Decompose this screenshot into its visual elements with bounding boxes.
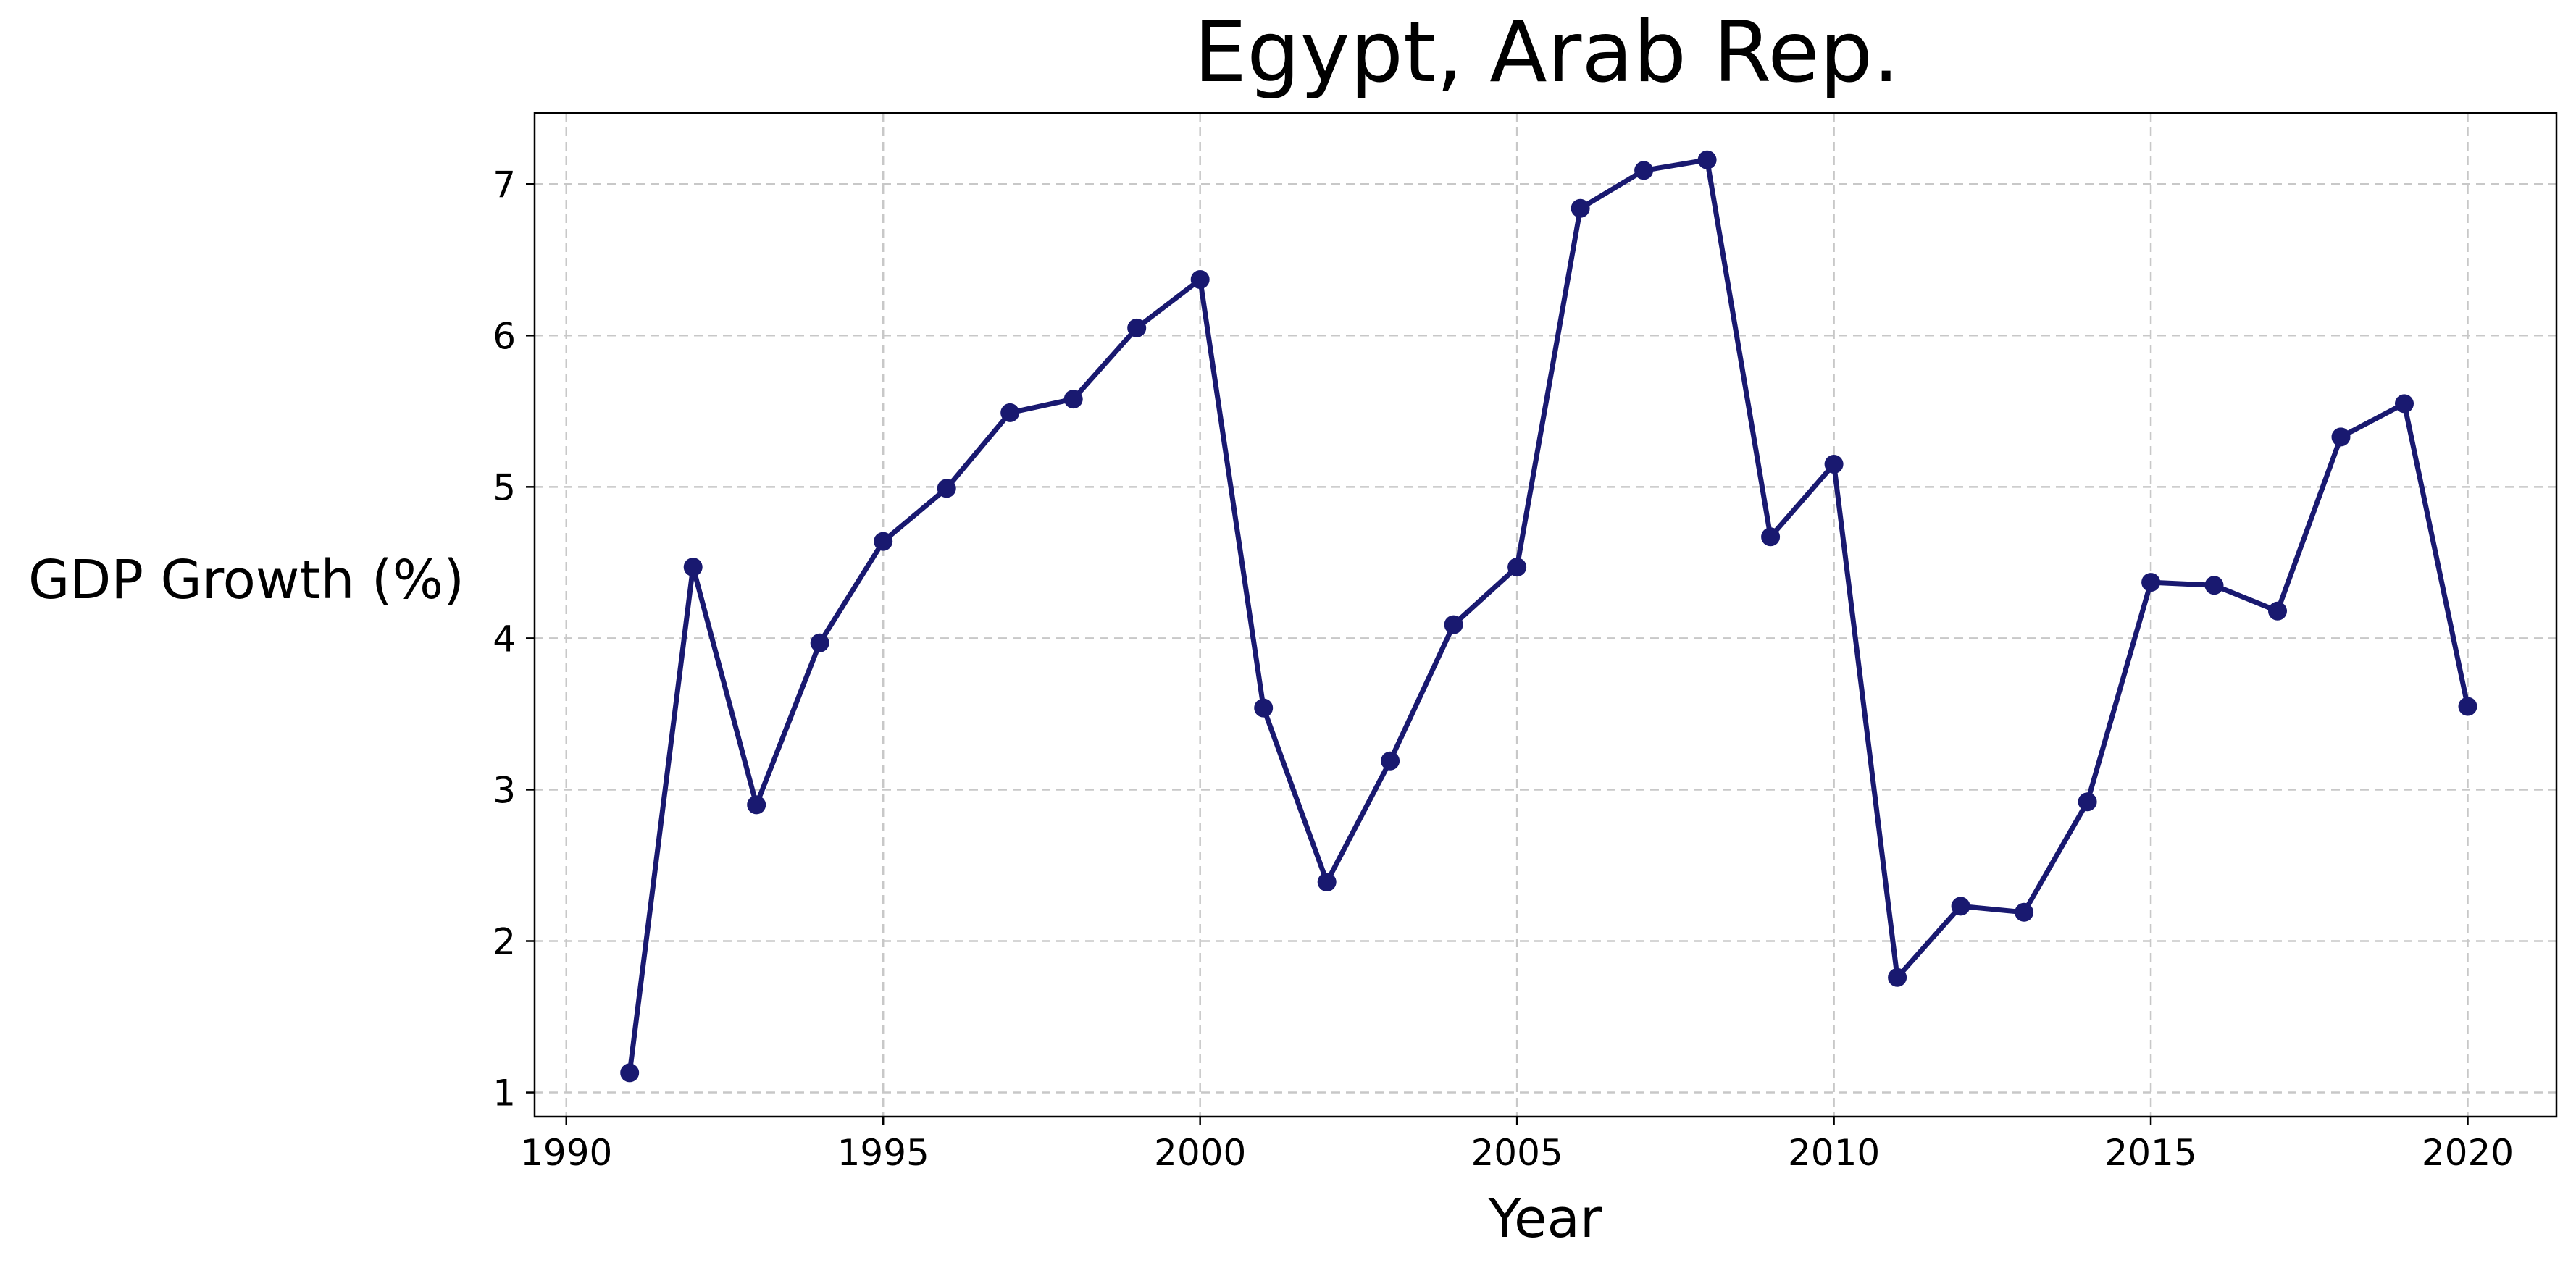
- data-point: [1507, 558, 1527, 577]
- y-tick-label: 1: [493, 1073, 516, 1115]
- series-line: [627, 157, 2470, 1075]
- data-point: [2015, 902, 2034, 922]
- grid: [535, 113, 2556, 1117]
- x-tick-label: 2015: [2104, 1132, 2196, 1174]
- data-point: [1317, 873, 1337, 891]
- data-point: [2141, 573, 2161, 592]
- y-tick-label: 4: [493, 618, 516, 660]
- data-point: [2204, 576, 2224, 595]
- x-axis-title: Year: [1488, 1188, 1602, 1250]
- chart-title: Egypt, Arab Rep.: [1194, 4, 1899, 101]
- y-tick-label: 2: [493, 921, 516, 963]
- series-layer: [620, 150, 2477, 1083]
- data-point: [1444, 615, 1463, 634]
- data-point: [1190, 270, 1210, 289]
- y-axis: 1 2 3 4 5 6 7: [493, 164, 535, 1115]
- y-tick-label: 6: [493, 315, 516, 357]
- data-point: [1761, 527, 1781, 547]
- data-point: [1000, 403, 1020, 422]
- data-point: [1571, 198, 1590, 218]
- data-point: [1951, 897, 1970, 916]
- data-point: [810, 633, 829, 652]
- data-point: [2078, 792, 2097, 812]
- x-tick-label: 2000: [1154, 1132, 1246, 1174]
- data-point: [620, 1063, 640, 1083]
- x-tick-label: 2020: [2422, 1132, 2514, 1174]
- data-point: [1888, 968, 1907, 987]
- y-tick-label: 7: [493, 164, 516, 206]
- data-point: [2331, 427, 2351, 447]
- data-point: [874, 532, 893, 551]
- data-point: [2395, 394, 2414, 414]
- data-point: [2268, 601, 2287, 621]
- data-point: [1697, 150, 1717, 169]
- y-axis-title: GDP Growth (%): [28, 549, 464, 611]
- x-tick-label: 2010: [1788, 1132, 1880, 1174]
- data-point: [1824, 455, 1844, 474]
- data-point: [1634, 161, 1654, 180]
- x-tick-label: 2005: [1471, 1132, 1563, 1174]
- plot-frame: [533, 112, 2558, 1118]
- data-point: [2458, 697, 2477, 716]
- data-point: [937, 479, 956, 498]
- x-tick-label: 1990: [520, 1132, 612, 1174]
- data-point: [1254, 698, 1274, 718]
- data-point: [683, 558, 703, 577]
- x-tick-label: 1995: [837, 1132, 929, 1174]
- y-tick-label: 5: [493, 466, 516, 508]
- data-point: [1381, 751, 1400, 771]
- x-axis: 1990 1995 2000 2005 2010 2015 2020: [520, 1117, 2514, 1174]
- data-point: [1063, 390, 1083, 409]
- data-point: [747, 795, 766, 815]
- y-tick-label: 3: [493, 769, 516, 811]
- data-point: [1127, 318, 1147, 337]
